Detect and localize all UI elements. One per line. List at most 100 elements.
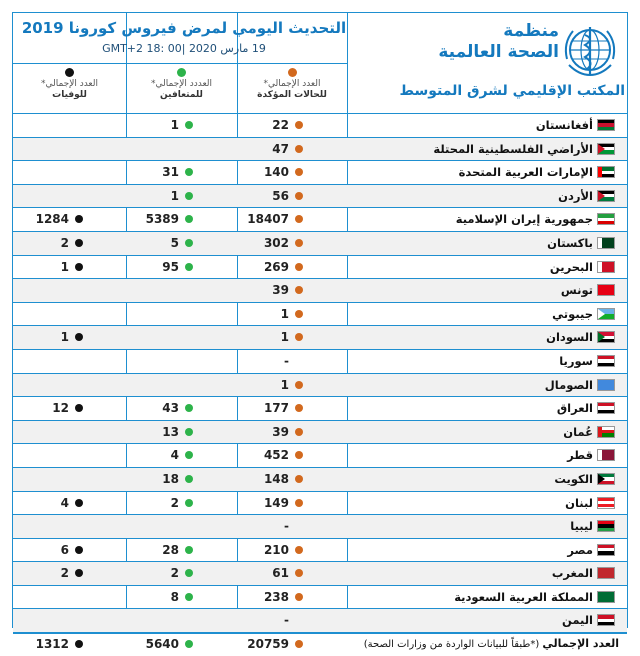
recovered-dot-icon	[185, 569, 193, 578]
table-row: العراق 177 43 12	[13, 396, 627, 420]
flag-icon	[597, 142, 615, 155]
table-row: الصومال 1	[13, 372, 627, 397]
cases-value: 238	[263, 589, 289, 604]
deaths-value: 1284	[35, 212, 69, 227]
deaths-value: 4	[60, 495, 69, 510]
cases-value: 1	[280, 306, 289, 321]
deaths-dot-icon	[75, 569, 83, 578]
flag-icon	[597, 378, 615, 391]
flag-icon	[597, 425, 615, 438]
cases-value: 1	[280, 330, 289, 345]
flag-icon	[597, 614, 615, 627]
cases-dot-icon	[295, 569, 303, 578]
recovered-value: 95	[162, 259, 179, 274]
report-date: 19 مارس 2020 |GMT+2 18: 00	[102, 42, 266, 55]
recovered-dot-icon	[185, 168, 193, 177]
country-name: الإمارات العربية المتحدة	[458, 165, 593, 180]
recovered-dot-icon	[185, 262, 193, 271]
table-row: مصر 210 28 6	[13, 537, 627, 562]
cases-dot-icon	[287, 68, 297, 77]
column-divider	[237, 13, 238, 627]
table-row: أفغانستان 22 1	[13, 113, 627, 137]
recovered-value: 4	[170, 448, 179, 463]
recovered-dot-icon	[185, 545, 193, 554]
deaths-column-header: العدد الإجمالي* للوفيات	[13, 63, 126, 114]
country-name: المملكة العربية السعودية	[454, 589, 593, 604]
table-row: السودان 1 1	[13, 325, 627, 349]
country-name: سوريا	[559, 353, 593, 368]
deaths-dot-icon	[75, 262, 83, 271]
cases-value: 210	[263, 542, 289, 557]
table-row: المملكة العربية السعودية 238 8	[13, 584, 627, 609]
total-label-title: العدد الإجمالي	[542, 637, 619, 651]
deaths-value: 1	[60, 259, 69, 274]
cases-dot-icon	[295, 121, 303, 129]
total-deaths-value: 1312	[35, 637, 69, 652]
country-name: قطر	[567, 448, 593, 463]
cases-value: -	[284, 353, 289, 368]
country-table: أفغانستان 22 1 الأراضي الفلسطينية المحتلة 47…	[13, 113, 627, 655]
column-divider	[126, 13, 127, 627]
table-row: سوريا -	[13, 348, 627, 373]
cases-dot-icon	[295, 191, 303, 200]
flag-icon	[597, 260, 615, 273]
cases-value: -	[284, 519, 289, 534]
cases-value: 1	[280, 377, 289, 392]
report-header: التحديث اليومي لمرض فيروس كورونا 2019 19…	[13, 13, 627, 113]
cases-value: 177	[263, 401, 289, 416]
total-deaths-dot-icon	[75, 640, 83, 649]
cases-dot-icon	[295, 215, 303, 224]
table-row: جمهورية إيران الإسلامية 18407 5389 1284	[13, 207, 627, 231]
flag-icon	[597, 284, 615, 297]
cases-dot-icon	[295, 427, 303, 436]
flag-icon	[597, 472, 615, 485]
cases-dot-icon	[295, 404, 303, 413]
cases-value: 47	[272, 141, 289, 156]
country-name: العراق	[556, 401, 593, 416]
deaths-value: 12	[52, 401, 69, 416]
country-name: تونس	[560, 283, 593, 298]
table-row: قطر 452 4	[13, 443, 627, 467]
country-name: المغرب	[551, 566, 593, 581]
flag-icon	[597, 189, 615, 202]
cases-dot-icon	[295, 168, 303, 177]
cases-value: 452	[263, 448, 289, 463]
deaths-value: 2	[60, 235, 69, 250]
total-recovered-dot-icon	[185, 640, 193, 649]
deaths-value: 6	[60, 542, 69, 557]
total-label: العدد الإجمالي (*طبقاً للبيانات الواردة …	[349, 634, 619, 654]
flag-icon	[597, 496, 615, 509]
table-row: الأراضي الفلسطينية المحتلة 47	[13, 136, 627, 161]
recovered-value: 28	[162, 542, 179, 557]
recovered-value: 18	[162, 471, 179, 486]
flag-icon	[597, 402, 615, 415]
recovered-dot-icon	[185, 474, 193, 483]
table-row: المغرب 61 2 2	[13, 561, 627, 585]
total-label-note: (*طبقاً للبيانات الواردة من وزارات الصحة…	[363, 639, 543, 651]
table-row: الإمارات العربية المتحدة 140 31	[13, 160, 627, 184]
recovered-value: 43	[162, 401, 179, 416]
table-row: الأردن 56 1	[13, 183, 627, 208]
cases-dot-icon	[295, 592, 303, 601]
country-name: لبنان	[565, 495, 593, 510]
country-name: البحرين	[549, 259, 593, 274]
country-name: اليمن	[561, 613, 593, 628]
total-row: العدد الإجمالي (*طبقاً للبيانات الواردة …	[13, 632, 627, 655]
table-row: جيبوتي 1	[13, 301, 627, 326]
flag-icon	[597, 331, 615, 344]
cases-column-header: العدد الإجمالي* للحالات المؤكدة	[237, 63, 347, 114]
recovered-value: 1	[170, 118, 179, 132]
country-name: مصر	[567, 542, 593, 557]
recovered-value: 31	[162, 165, 179, 180]
flag-icon	[597, 354, 615, 367]
country-name: عُمان	[563, 424, 593, 439]
flag-icon	[597, 166, 615, 179]
recovered-value: 13	[162, 424, 179, 439]
table-row: لبنان 149 2 4	[13, 490, 627, 515]
recovered-value: 5	[170, 235, 179, 250]
cases-dot-icon	[295, 262, 303, 271]
recovered-column-header: العددد الإجمالي* للمتعافين	[126, 63, 237, 114]
flag-icon	[597, 119, 615, 131]
recovered-value: 2	[170, 495, 179, 510]
flag-icon	[597, 213, 615, 226]
